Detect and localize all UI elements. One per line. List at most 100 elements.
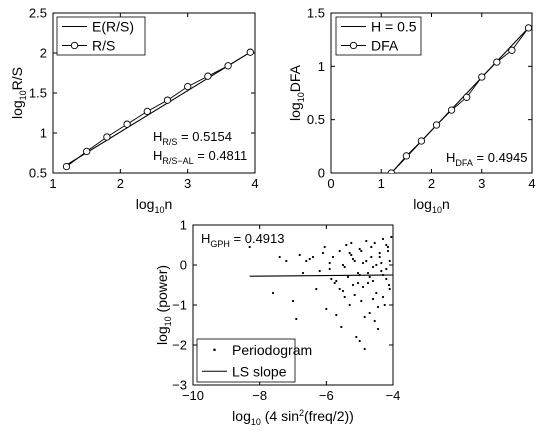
periodogram-point <box>390 235 393 239</box>
periodogram-point <box>308 257 311 261</box>
periodogram-point <box>340 325 343 329</box>
series-marker <box>447 106 456 114</box>
legend-label: R/S <box>92 38 115 54</box>
periodogram-point <box>358 247 361 251</box>
series-line <box>249 274 393 277</box>
periodogram-point <box>358 339 361 343</box>
periodogram-point <box>388 287 391 291</box>
periodogram-point <box>373 319 376 323</box>
periodogram-point <box>328 267 331 271</box>
periodogram-point <box>385 243 388 247</box>
x-axis-label: log10n <box>413 196 450 215</box>
periodogram-point <box>278 255 281 259</box>
hurst-annotation: HGPH = 0.4913 <box>201 231 284 249</box>
periodogram-point <box>315 287 318 291</box>
legend-label: Periodogram <box>232 342 312 358</box>
x-tick-label: 4 <box>251 176 258 191</box>
periodogram-point <box>388 259 391 263</box>
periodogram-point <box>345 243 348 247</box>
legend-marker <box>70 41 79 50</box>
plot-area <box>387 24 532 173</box>
periodogram-point <box>301 271 305 275</box>
legend-box <box>56 16 146 56</box>
dfa-plot: 0 1 2 3 4 0 0.5 1 1.5 log10n log10DFA H = 0.5 DFA HDF… <box>287 6 536 216</box>
series-line <box>390 27 529 173</box>
x-tick-label: 3 <box>478 176 485 191</box>
legend-marker <box>349 41 358 50</box>
legend-label: H = 0.5 <box>371 19 417 35</box>
periodogram-point <box>368 275 371 279</box>
y-tick-label: 0 <box>180 258 187 273</box>
legend-box <box>335 16 422 56</box>
periodogram-point <box>271 291 275 295</box>
y-tick-label: 0.5 <box>307 112 325 127</box>
legend-label: DFA <box>371 38 399 54</box>
series-marker <box>224 62 232 70</box>
periodogram-point <box>361 261 365 265</box>
periodogram-point <box>328 261 331 265</box>
periodogram-point <box>385 277 388 281</box>
periodogram-point <box>348 251 351 255</box>
periodogram-point <box>360 299 363 303</box>
periodogram-point <box>350 241 353 245</box>
plot-area <box>248 235 393 351</box>
y-tick-label: 1.5 <box>29 86 47 101</box>
periodogram-point <box>343 265 346 269</box>
periodogram-point <box>386 245 390 249</box>
periodogram-point <box>365 239 368 243</box>
legend: Periodogram LS slope <box>196 338 312 383</box>
periodogram-point <box>305 259 308 263</box>
series-marker <box>143 107 151 116</box>
periodogram-point <box>343 295 346 299</box>
periodogram-point <box>371 265 375 269</box>
periodogram-point <box>363 347 366 351</box>
periodogram-point <box>375 263 378 267</box>
periodogram-point <box>248 245 251 249</box>
periodogram-point <box>365 259 368 263</box>
periodogram-point <box>375 291 378 295</box>
x-tick-label: −4 <box>386 388 401 403</box>
periodogram-point <box>386 249 390 253</box>
x-tick-label: −6 <box>319 388 334 403</box>
periodogram-point <box>351 257 355 261</box>
periodogram-point <box>318 269 321 273</box>
periodogram-point <box>341 289 345 293</box>
x-tick-label: 1 <box>378 176 385 191</box>
series-marker <box>62 162 71 171</box>
x-axis-label: log10 (4 sin2(freq/2)) <box>232 408 354 427</box>
legend-box <box>196 338 296 383</box>
y-tick-label: 0 <box>318 166 325 181</box>
x-tick-label: −8 <box>252 388 267 403</box>
periodogram-point <box>363 315 366 319</box>
periodogram-point <box>346 275 350 279</box>
hurst-annotation: HR/S−AL = 0.4811 <box>153 148 247 166</box>
periodogram-point <box>321 251 325 255</box>
series-marker <box>417 137 426 145</box>
periodogram-point <box>338 249 341 253</box>
x-tick-label: 2 <box>117 176 124 191</box>
hurst-annotation: HDFA = 0.4945 <box>446 150 527 168</box>
periodogram-point <box>335 279 338 283</box>
y-tick-label: −1 <box>172 298 187 313</box>
periodogram-point <box>330 277 333 281</box>
periodogram-point <box>381 237 385 241</box>
periodogram-point <box>366 271 370 275</box>
periodogram-point <box>370 245 373 249</box>
periodogram-point <box>333 281 336 285</box>
periodogram-point <box>370 255 373 259</box>
periodogram-point <box>355 335 358 339</box>
series-marker <box>246 48 254 56</box>
y-axis-label: log10DFA <box>287 64 306 121</box>
legend-swatch <box>213 348 216 352</box>
y-tick-label: 0.5 <box>29 166 47 181</box>
periodogram-point <box>366 281 370 285</box>
y-axis-label: log10 (power) <box>154 265 173 345</box>
periodogram-point <box>380 269 383 273</box>
legend-label: E(R/S) <box>92 19 134 35</box>
series-marker <box>184 82 192 91</box>
series-marker <box>163 96 172 104</box>
x-tick-label: 1 <box>49 176 56 191</box>
y-axis-label: log10R/S <box>9 67 28 119</box>
y-tick-label: 1 <box>180 218 187 233</box>
